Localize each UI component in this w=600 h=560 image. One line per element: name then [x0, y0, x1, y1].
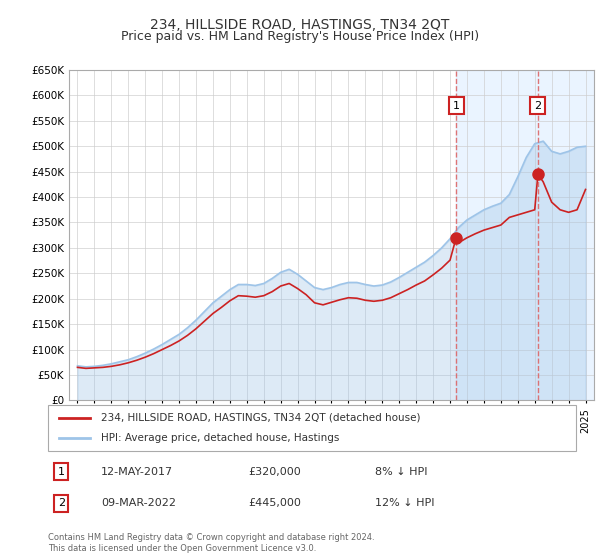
Text: 234, HILLSIDE ROAD, HASTINGS, TN34 2QT: 234, HILLSIDE ROAD, HASTINGS, TN34 2QT — [151, 18, 449, 32]
Text: Price paid vs. HM Land Registry's House Price Index (HPI): Price paid vs. HM Land Registry's House … — [121, 30, 479, 43]
Text: 8% ↓ HPI: 8% ↓ HPI — [376, 466, 428, 477]
Text: 2: 2 — [535, 101, 542, 110]
Text: £320,000: £320,000 — [248, 466, 301, 477]
FancyBboxPatch shape — [48, 405, 576, 451]
Bar — [456, 70, 596, 400]
Text: 2: 2 — [58, 498, 65, 508]
Text: 234, HILLSIDE ROAD, HASTINGS, TN34 2QT (detached house): 234, HILLSIDE ROAD, HASTINGS, TN34 2QT (… — [101, 413, 420, 423]
Text: 1: 1 — [58, 466, 65, 477]
Text: 12% ↓ HPI: 12% ↓ HPI — [376, 498, 435, 508]
Text: HPI: Average price, detached house, Hastings: HPI: Average price, detached house, Hast… — [101, 433, 339, 443]
Text: Contains HM Land Registry data © Crown copyright and database right 2024.
This d: Contains HM Land Registry data © Crown c… — [48, 533, 374, 553]
Text: 12-MAY-2017: 12-MAY-2017 — [101, 466, 173, 477]
Text: 09-MAR-2022: 09-MAR-2022 — [101, 498, 176, 508]
Text: 1: 1 — [452, 101, 460, 110]
Text: £445,000: £445,000 — [248, 498, 302, 508]
